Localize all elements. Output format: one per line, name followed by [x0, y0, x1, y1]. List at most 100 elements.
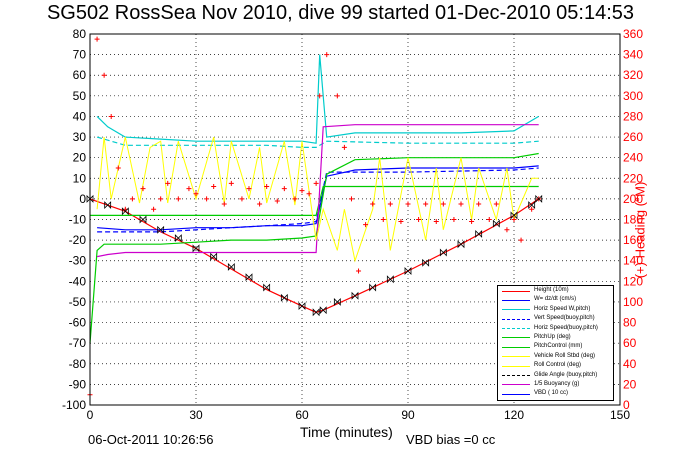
legend-swatch: [502, 346, 530, 348]
legend-entry: Horiz Speed(buoy,pitch): [498, 324, 613, 333]
series-line-pitchcontrol: [90, 185, 539, 216]
x-tick-label: 90: [401, 408, 415, 422]
heading-point: [204, 196, 210, 202]
heading-point: [405, 201, 411, 207]
y-right-tick-label: 300: [623, 89, 643, 103]
depth-marker: [386, 275, 394, 284]
series-line-buoy: [96, 124, 539, 258]
y-right-tick-label: 120: [623, 274, 643, 288]
y-right-tick-label: 220: [623, 171, 643, 185]
legend-label: Vert Speed(buoy,pitch): [534, 315, 595, 322]
y-left-tick-label: 50: [73, 89, 87, 103]
y-left-tick-label: -30: [69, 254, 87, 268]
heading-point: [504, 227, 510, 233]
heading-point: [101, 72, 107, 78]
heading-point: [363, 222, 369, 228]
depth-marker: [510, 211, 518, 220]
heading-point: [292, 196, 298, 202]
legend-label: 1/5 Buoyancy (g): [534, 380, 580, 387]
x-tick-label: 150: [610, 408, 630, 422]
legend-entry: Horiz Speed W,pitch): [498, 305, 613, 314]
heading-point: [306, 191, 312, 197]
chart-legend: Height (10m) W= dz/dt (cm/s) Horiz Speed W…: [497, 285, 614, 401]
heading-point: [416, 217, 422, 222]
heading-point: [511, 217, 517, 222]
depth-marker: [227, 262, 235, 271]
y-left-tick-label: -20: [69, 233, 87, 247]
y-left-tick-label: 0: [79, 192, 86, 206]
depth-marker: [121, 207, 129, 216]
heading-point: [348, 196, 354, 202]
legend-entry: Glide Angle (buoy,pitch): [498, 371, 613, 380]
depth-marker: [298, 302, 306, 311]
y-right-tick-label: 360: [623, 27, 643, 41]
legend-swatch: [502, 356, 530, 358]
heading-point: [356, 268, 362, 274]
heading-point: [299, 188, 305, 194]
depth-marker: [280, 293, 288, 302]
y-right-tick-label: 180: [623, 213, 643, 227]
y-right-tick-label: 140: [623, 254, 643, 268]
depth-marker: [422, 258, 430, 267]
x-tick-label: 60: [295, 408, 309, 422]
y-left-tick-label: 60: [73, 68, 87, 82]
y-left-tick-label: 30: [73, 130, 87, 144]
y-right-tick-label: 40: [623, 357, 637, 371]
depth-marker: [535, 194, 543, 203]
heading-point: [334, 93, 340, 99]
series-line-horiz: [96, 54, 540, 144]
legend-swatch: [502, 299, 530, 301]
x-tick-label: 120: [504, 408, 524, 422]
plot-frame: [89, 33, 621, 406]
heading-point: [398, 219, 404, 225]
heading-point: [423, 201, 429, 207]
depth-marker: [86, 194, 94, 203]
series-line-height: [89, 198, 540, 313]
heading-point: [94, 36, 100, 42]
legend-label: Vehicle Roll Stbd (deg): [534, 352, 596, 359]
legend-label: Horiz Speed W,pitch): [534, 305, 591, 312]
legend-entry: PitchUp (deg): [498, 333, 613, 342]
heading-point: [108, 113, 114, 119]
heading-point: [129, 196, 135, 202]
legend-label: PitchUp (deg): [534, 333, 571, 340]
heading-point: [493, 201, 499, 207]
y-right-tick-label: 320: [623, 68, 643, 82]
y-left-tick-label: 70: [73, 48, 87, 62]
y-right-tick-label: 80: [623, 316, 637, 330]
y-left-tick-label: 10: [73, 171, 87, 185]
series-line-w: [97, 165, 539, 231]
legend-swatch: [502, 337, 530, 339]
heading-point: [476, 201, 482, 207]
heading-point: [313, 180, 319, 186]
heading-point: [165, 180, 171, 186]
heading-point: [486, 217, 492, 222]
legend-entry: PitchControl (mm): [498, 342, 613, 351]
heading-point: [317, 93, 323, 99]
y-right-tick-label: 20: [623, 377, 637, 391]
y-right-tick-label: 160: [623, 233, 643, 247]
legend-swatch: [502, 375, 530, 377]
legend-swatch: [502, 309, 530, 311]
depth-marker: [457, 240, 465, 249]
depth-marker: [263, 283, 271, 292]
legend-entry: Vehicle Roll Stbd (deg): [498, 352, 613, 361]
legend-label: VBD ( 10 cc): [534, 390, 569, 397]
legend-entry: W= dz/dt (cm/s): [498, 295, 613, 304]
heading-point: [529, 206, 535, 212]
heading-point: [324, 52, 330, 58]
legend-swatch: [502, 290, 530, 292]
y-left-tick-label: -90: [69, 377, 87, 391]
depth-marker: [312, 308, 320, 317]
heading-point: [151, 206, 157, 212]
y-right-tick-label: 260: [623, 130, 643, 144]
right-y-axis-label: (+) Heading (°M): [632, 181, 648, 279]
heading-point: [257, 201, 263, 207]
y-left-tick-label: -50: [69, 295, 87, 309]
heading-point: [440, 201, 446, 207]
depth-marker: [492, 219, 500, 228]
y-left-tick-label: -10: [69, 213, 87, 227]
footer-vbd-bias: VBD bias =0 cc: [406, 432, 496, 447]
heading-point: [175, 196, 181, 202]
